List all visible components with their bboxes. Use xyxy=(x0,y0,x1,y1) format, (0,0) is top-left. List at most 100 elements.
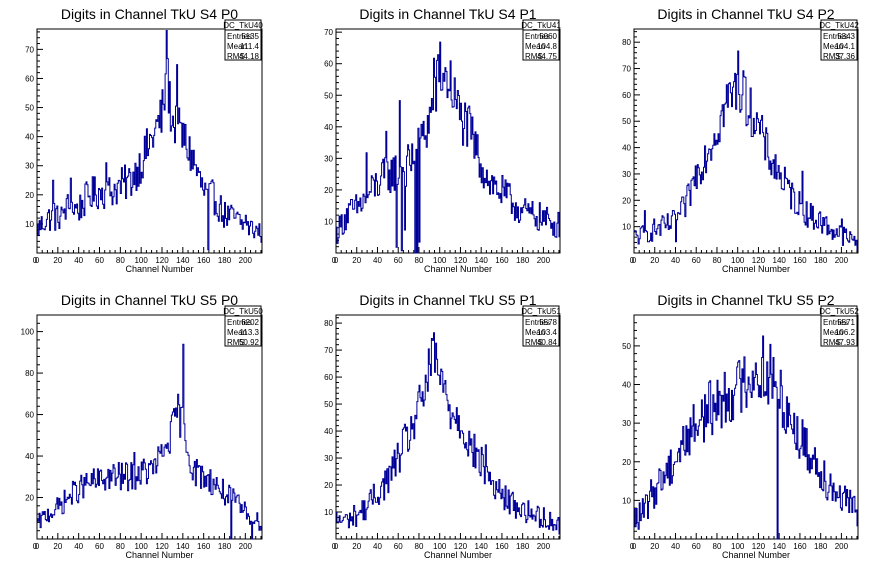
x-tick-label: 180 xyxy=(218,542,232,551)
stats-label: RMS xyxy=(823,338,841,347)
y-tick-label: 40 xyxy=(25,452,34,461)
y-tick-label: 20 xyxy=(324,186,333,195)
stats-value: 106.2 xyxy=(835,328,856,337)
plot-frame xyxy=(36,28,263,254)
x-tick-label: 60 xyxy=(95,256,104,265)
x-tick-label: 0 xyxy=(35,256,40,265)
histogram-series-line xyxy=(634,50,858,251)
x-tick-label: 40 xyxy=(74,542,83,551)
x-tick-label: 100 xyxy=(731,542,745,551)
x-tick-label: 20 xyxy=(650,256,659,265)
x-tick-label: 200 xyxy=(239,542,253,551)
stats-box xyxy=(522,19,560,61)
y-tick-label: 50 xyxy=(622,117,631,126)
x-axis-label: Channel Number xyxy=(125,550,193,560)
x-tick-label: 80 xyxy=(415,256,424,265)
stats-value: 5343 xyxy=(837,32,855,41)
x-tick-label: 160 xyxy=(495,256,509,265)
y-tick-label: 10 xyxy=(324,217,333,226)
y-tick-label: 70 xyxy=(25,45,34,54)
x-tick-label: 160 xyxy=(793,542,807,551)
stats-value: 37.36 xyxy=(835,52,856,61)
origin-tick-label: 0 xyxy=(332,542,337,551)
x-tick-label: 100 xyxy=(134,256,148,265)
chart-title: Digits in Channel TkU S5 P1 xyxy=(359,292,536,308)
stats-value: 104.8 xyxy=(537,42,558,51)
x-tick-label: 100 xyxy=(433,542,447,551)
stats-label: Mean xyxy=(823,328,843,337)
x-tick-label: 140 xyxy=(773,256,787,265)
stats-box xyxy=(820,19,858,61)
stats-box xyxy=(522,305,560,347)
y-tick-label: 30 xyxy=(622,419,631,428)
x-tick-label: 80 xyxy=(713,256,722,265)
y-tick-label: 40 xyxy=(324,427,333,436)
stats-value: 103.4 xyxy=(537,328,558,337)
y-tick-label: 10 xyxy=(324,508,333,517)
y-tick-label: 70 xyxy=(622,65,631,74)
stats-label: RMS xyxy=(525,338,543,347)
x-tick-label: 20 xyxy=(53,256,62,265)
x-tick-label: 180 xyxy=(516,256,530,265)
plot-frame xyxy=(335,28,561,254)
x-tick-label: 200 xyxy=(835,256,849,265)
x-tick-label: 80 xyxy=(415,542,424,551)
stats-label: Mean xyxy=(823,42,843,51)
x-tick-label: 100 xyxy=(433,256,447,265)
origin-tick-label: 0 xyxy=(630,256,635,265)
stats-name: DC_TkU40 xyxy=(223,21,263,30)
histogram-series-line xyxy=(37,343,262,540)
stats-value: 5135 xyxy=(241,32,259,41)
y-tick-label: 40 xyxy=(622,381,631,390)
histogram-panel: Digits in Channel TkU S4 P0 0 20 40 60 80 100 1… xyxy=(25,6,263,274)
plot-frame xyxy=(36,314,263,540)
y-tick-label: 20 xyxy=(622,458,631,467)
stats-label: Entries xyxy=(823,32,848,41)
stats-label: Entries xyxy=(823,318,848,327)
y-tick-label: 70 xyxy=(324,28,333,37)
y-tick-label: 100 xyxy=(21,328,35,337)
histogram-panel: Digits in Channel TkU S4 P2 0 20 40 60 80 100 1… xyxy=(622,6,859,274)
y-tick-label: 50 xyxy=(25,104,34,113)
stats-value: 44.75 xyxy=(537,52,558,61)
y-tick-label: 20 xyxy=(25,191,34,200)
x-tick-label: 20 xyxy=(650,542,659,551)
x-tick-label: 180 xyxy=(218,256,232,265)
plot-frame xyxy=(633,28,859,254)
x-tick-label: 80 xyxy=(116,542,125,551)
x-tick-label: 40 xyxy=(373,542,382,551)
y-tick-label: 10 xyxy=(622,223,631,232)
y-tick-label: 40 xyxy=(25,133,34,142)
origin-tick-label: 0 xyxy=(332,256,337,265)
x-tick-label: 100 xyxy=(731,256,745,265)
y-tick-label: 30 xyxy=(324,454,333,463)
y-tick-label: 70 xyxy=(324,346,333,355)
histogram-series-line xyxy=(336,332,560,535)
stats-value: 104.1 xyxy=(835,42,856,51)
stats-label: Mean xyxy=(227,328,247,337)
y-tick-label: 50 xyxy=(324,400,333,409)
x-tick-label: 200 xyxy=(835,542,849,551)
y-tick-label: 60 xyxy=(324,373,333,382)
y-tick-label: 60 xyxy=(25,411,34,420)
stats-label: Entries xyxy=(227,318,252,327)
y-tick-label: 30 xyxy=(324,154,333,163)
x-tick-label: 40 xyxy=(74,256,83,265)
stats-value: 44.18 xyxy=(239,52,260,61)
x-tick-label: 60 xyxy=(95,542,104,551)
x-tick-label: 120 xyxy=(752,542,766,551)
x-axis-label: Channel Number xyxy=(424,264,492,274)
chart-title: Digits in Channel TkU S4 P2 xyxy=(657,6,834,22)
histogram-panel: Digits in Channel TkU S5 P2 0 20 40 60 80 100 1… xyxy=(622,292,859,560)
x-tick-label: 60 xyxy=(692,542,701,551)
x-tick-label: 120 xyxy=(454,542,468,551)
stats-name: DC_TkU52 xyxy=(819,307,859,316)
stats-box xyxy=(224,19,262,61)
x-tick-label: 140 xyxy=(475,256,489,265)
y-tick-label: 80 xyxy=(324,319,333,328)
x-tick-label: 0 xyxy=(632,542,637,551)
histogram-panel: Digits in Channel TkU S5 P0 0 20 40 60 80 100 1… xyxy=(21,292,264,560)
x-axis-label: Channel Number xyxy=(125,264,193,274)
stats-box xyxy=(820,305,858,347)
x-axis-label: Channel Number xyxy=(722,264,790,274)
